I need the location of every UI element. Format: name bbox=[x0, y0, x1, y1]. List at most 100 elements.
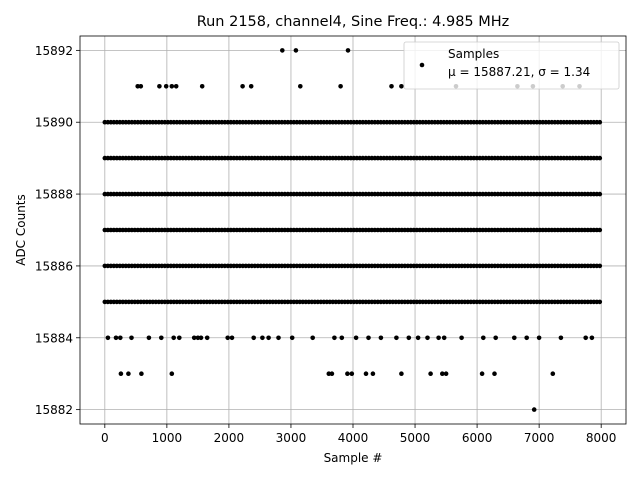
data-point bbox=[276, 335, 281, 341]
data-point bbox=[597, 119, 603, 125]
data-point bbox=[436, 335, 441, 341]
data-point bbox=[339, 335, 345, 341]
y-tick-label: 15888 bbox=[35, 188, 73, 202]
data-point bbox=[260, 335, 265, 341]
data-point bbox=[126, 371, 131, 377]
data-point bbox=[298, 84, 303, 89]
data-point bbox=[597, 263, 603, 269]
data-point bbox=[349, 371, 355, 377]
data-point bbox=[492, 371, 497, 377]
data-point bbox=[289, 335, 295, 341]
y-tick-label: 15884 bbox=[35, 331, 73, 345]
data-point bbox=[512, 335, 517, 341]
y-axis-label: ADC Counts bbox=[14, 194, 28, 266]
data-point bbox=[558, 335, 564, 341]
data-point bbox=[425, 335, 430, 341]
data-point bbox=[363, 371, 369, 377]
legend-series-name: Samples bbox=[448, 47, 499, 61]
data-point bbox=[597, 191, 603, 197]
x-tick-label: 3000 bbox=[276, 431, 307, 445]
data-point bbox=[159, 335, 164, 341]
data-point bbox=[248, 84, 254, 89]
data-point bbox=[225, 335, 230, 341]
data-point bbox=[105, 335, 111, 341]
x-tick-label: 0 bbox=[101, 431, 109, 445]
data-point bbox=[370, 371, 376, 377]
legend: Samples μ = 15887.21, σ = 1.34 bbox=[403, 41, 620, 90]
data-point bbox=[177, 335, 182, 341]
data-point bbox=[163, 84, 169, 89]
scatter-points bbox=[102, 48, 603, 412]
x-tick-label: 1000 bbox=[152, 431, 183, 445]
data-point bbox=[280, 48, 285, 53]
data-point bbox=[118, 371, 124, 377]
data-point bbox=[441, 335, 447, 341]
y-tick-label: 15892 bbox=[35, 44, 73, 58]
axis-ticks: 0 1000 2000 3000 4000 5000 6000 7000 8000 15882 15… bbox=[35, 44, 617, 445]
legend-box bbox=[403, 41, 620, 90]
chart-title: Run 2158, channel4, Sine Freq.: 4.985 MH… bbox=[197, 14, 510, 30]
data-point bbox=[459, 335, 464, 341]
data-point bbox=[406, 335, 412, 341]
data-point bbox=[536, 335, 542, 341]
data-point bbox=[345, 371, 350, 377]
data-point bbox=[378, 335, 384, 341]
data-point bbox=[597, 227, 603, 233]
data-point bbox=[199, 84, 205, 89]
data-point bbox=[139, 371, 144, 377]
data-point bbox=[173, 84, 179, 89]
x-axis-label: Sample # bbox=[324, 451, 383, 465]
data-point bbox=[204, 335, 210, 341]
data-point bbox=[118, 335, 123, 341]
x-tick-label: 4000 bbox=[338, 431, 369, 445]
legend-marker bbox=[419, 62, 425, 68]
x-tick-label: 2000 bbox=[214, 431, 245, 445]
data-point bbox=[138, 84, 144, 89]
data-point bbox=[169, 84, 175, 89]
x-tick-label: 8000 bbox=[586, 431, 617, 445]
data-point bbox=[338, 84, 343, 89]
x-tick-label: 5000 bbox=[400, 431, 431, 445]
data-point bbox=[531, 407, 537, 412]
y-tick-label: 15890 bbox=[35, 116, 73, 130]
data-point bbox=[399, 371, 404, 377]
data-point bbox=[191, 335, 197, 341]
data-point bbox=[366, 335, 371, 341]
data-point bbox=[589, 335, 595, 341]
x-tick-label: 6000 bbox=[462, 431, 493, 445]
data-point bbox=[293, 48, 299, 53]
data-point bbox=[146, 335, 152, 341]
data-point bbox=[524, 335, 529, 341]
data-point bbox=[389, 84, 394, 89]
data-point bbox=[394, 335, 399, 341]
data-point bbox=[229, 335, 235, 341]
data-point bbox=[583, 335, 588, 341]
data-point bbox=[440, 371, 445, 377]
data-point bbox=[428, 371, 433, 377]
data-point bbox=[157, 84, 162, 89]
data-point bbox=[597, 155, 603, 161]
data-point bbox=[479, 371, 485, 377]
data-point bbox=[169, 371, 175, 377]
data-point bbox=[240, 84, 245, 89]
data-point bbox=[493, 335, 499, 341]
data-point bbox=[332, 335, 337, 341]
data-point bbox=[597, 299, 603, 305]
y-tick-label: 15886 bbox=[35, 259, 73, 273]
data-point bbox=[113, 335, 119, 341]
data-point bbox=[481, 335, 486, 341]
y-tick-label: 15882 bbox=[35, 403, 73, 417]
data-point bbox=[310, 335, 316, 341]
data-point bbox=[171, 335, 176, 341]
data-point bbox=[345, 48, 351, 53]
data-point bbox=[129, 335, 134, 341]
data-point bbox=[443, 371, 449, 377]
data-point bbox=[198, 335, 204, 341]
x-tick-label: 7000 bbox=[524, 431, 555, 445]
legend-stats-label: μ = 15887.21, σ = 1.34 bbox=[448, 65, 590, 79]
data-point bbox=[399, 84, 404, 89]
data-point bbox=[353, 335, 359, 341]
data-point bbox=[550, 371, 556, 377]
data-point bbox=[266, 335, 271, 341]
